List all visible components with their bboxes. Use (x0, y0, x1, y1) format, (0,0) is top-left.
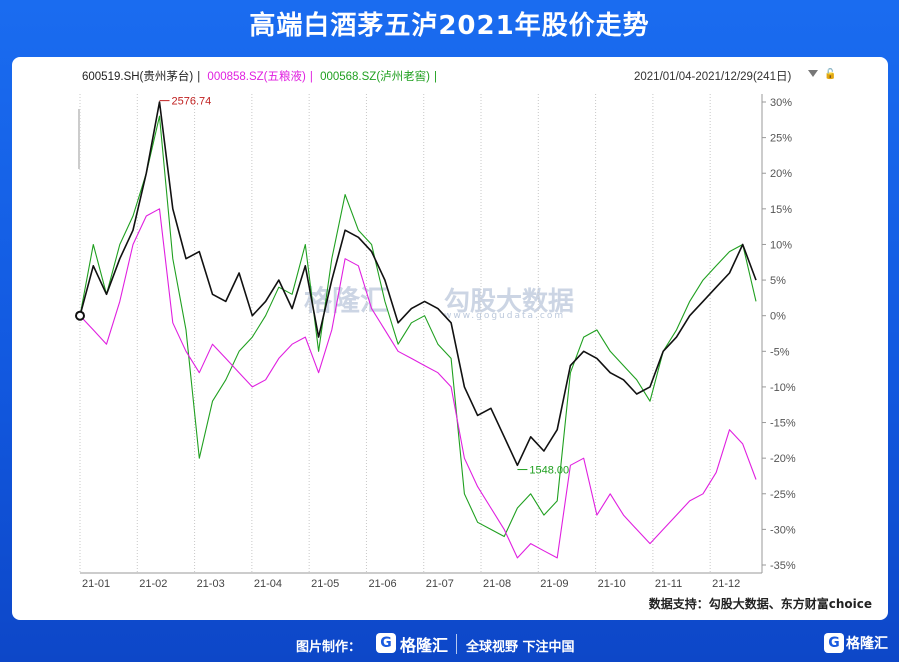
start-marker (75, 310, 85, 321)
x-tick-label: 21-02 (139, 578, 167, 590)
footer-slogan: 全球视野 下注中国 (466, 640, 575, 655)
made-by-label: 图片制作： (296, 640, 362, 655)
series-line (79, 208, 757, 559)
x-tick-label: 21-01 (82, 578, 110, 590)
y-tick-label: -15% (770, 418, 796, 430)
y-tick-label: -5% (770, 346, 790, 358)
date-range[interactable]: 2021/01/04-2021/12/29(241日) (634, 71, 792, 83)
page-title: 高端白酒茅五泸2021年股价走势 (249, 11, 650, 41)
chart-card: 600519.SH(贵州茅台) | 000858.SZ(五粮液) | 000568.… (12, 57, 888, 620)
legend-item-wuliangye[interactable]: 000858.SZ(五粮液) (207, 71, 306, 83)
data-source: 数据支持：勾股大数据、东方财富choice (648, 597, 872, 611)
legend-separator: | (197, 71, 201, 83)
watermark-url: www.gogudata.com (444, 311, 566, 321)
legend-separator: | (434, 71, 437, 83)
y-tick-label: 5% (770, 275, 786, 287)
x-tick-label: 21-07 (426, 578, 454, 590)
y-tick-label: 30% (770, 97, 792, 109)
footer-divider (456, 634, 457, 654)
watermark-text: 勾股大数据 (444, 287, 575, 317)
x-tick-label: 21-05 (311, 578, 339, 590)
lock-icon[interactable]: 🔓 (824, 69, 837, 80)
scroll-handle (78, 109, 80, 169)
y-tick-label: -35% (770, 560, 796, 572)
legend-item-luzhou[interactable]: 000568.SZ(泸州老窖) (320, 71, 430, 83)
footer-brand: 格隆汇 (400, 636, 449, 655)
legend-separator: | (309, 71, 313, 83)
gelonghui-logo-icon: G (376, 633, 396, 653)
y-tick-label: 25% (770, 133, 792, 145)
footer: 图片制作： G 格隆汇 全球视野 下注中国 G 格隆汇 (0, 626, 899, 662)
y-tick-label: 10% (770, 239, 792, 251)
x-tick-label: 21-06 (368, 578, 396, 590)
x-tick-label: 21-11 (655, 578, 682, 590)
y-tick-label: -30% (770, 524, 796, 536)
y-tick-label: -10% (770, 382, 796, 394)
line-chart: 30% 25% 20% 15% 10% 5% 0% -5% -10% -15% -20% -25% -3… (75, 94, 796, 590)
x-tick-label: 21-10 (598, 578, 626, 590)
series-line (79, 101, 757, 467)
series-line (79, 115, 757, 538)
dropdown-arrow-icon[interactable] (808, 70, 818, 77)
y-tick-label: 0% (770, 311, 786, 323)
x-tick-label: 21-12 (712, 578, 740, 590)
y-tick-label: -25% (770, 489, 796, 501)
x-tick-label: 21-04 (254, 578, 282, 590)
x-tick-label: 21-08 (483, 578, 511, 590)
x-tick-label: 21-09 (540, 578, 568, 590)
chart-legend: 600519.SH(贵州茅台) | 000858.SZ(五粮液) | 000568.… (82, 68, 441, 84)
y-tick-label: -20% (770, 453, 796, 465)
annotation-label: 2576.74 (172, 96, 212, 108)
gelonghui-logo-icon-right: G (824, 633, 844, 653)
footer-brand-right: 格隆汇 (846, 636, 888, 652)
x-tick-label: 21-03 (197, 578, 225, 590)
y-tick-label: 20% (770, 168, 792, 180)
annotation-label: 1548.00 (529, 465, 569, 477)
legend-item-maotai[interactable]: 600519.SH(贵州茅台) (82, 71, 194, 83)
y-tick-label: 15% (770, 204, 792, 216)
